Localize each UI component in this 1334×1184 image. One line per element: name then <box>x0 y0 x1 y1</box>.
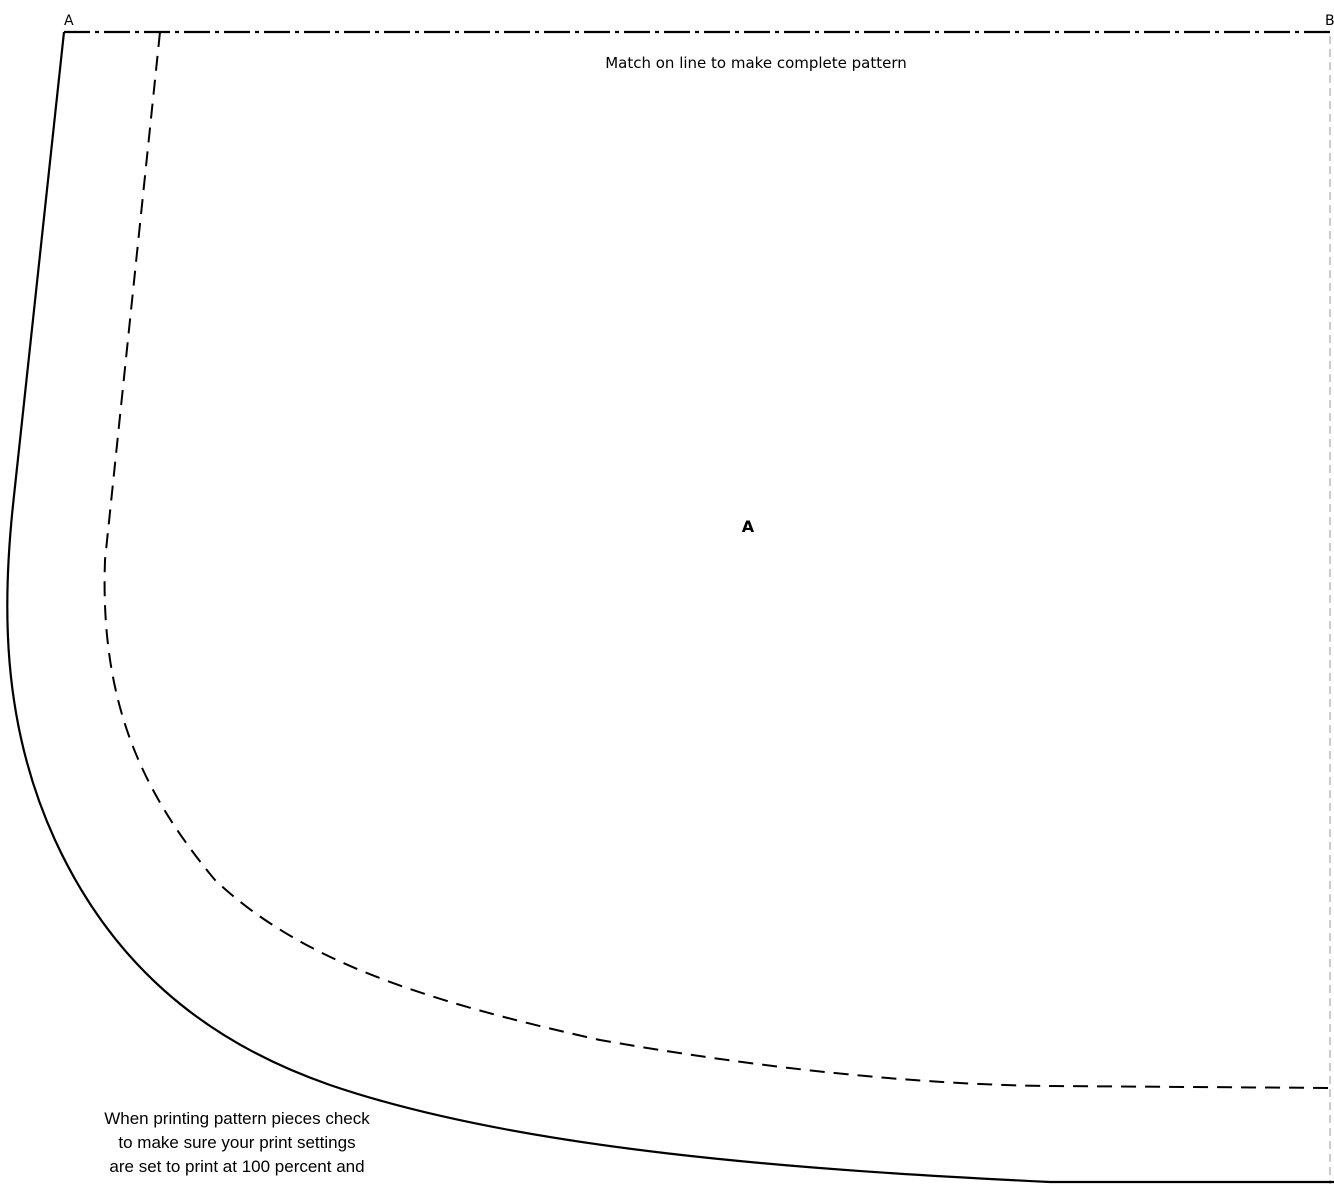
piece-label: A <box>742 517 755 536</box>
print-note-line-3: are set to print at 100 percent and <box>109 1157 364 1176</box>
seam-line <box>103 31 1334 1089</box>
cutting-line <box>6 31 1334 1184</box>
corner-label-a: A <box>64 13 74 29</box>
print-note-line-1: When printing pattern pieces check <box>104 1109 370 1128</box>
corner-label-b: B <box>1325 13 1334 29</box>
print-note-line-2: to make sure your print settings <box>118 1133 355 1152</box>
match-instruction: Match on line to make complete pattern <box>605 54 907 72</box>
